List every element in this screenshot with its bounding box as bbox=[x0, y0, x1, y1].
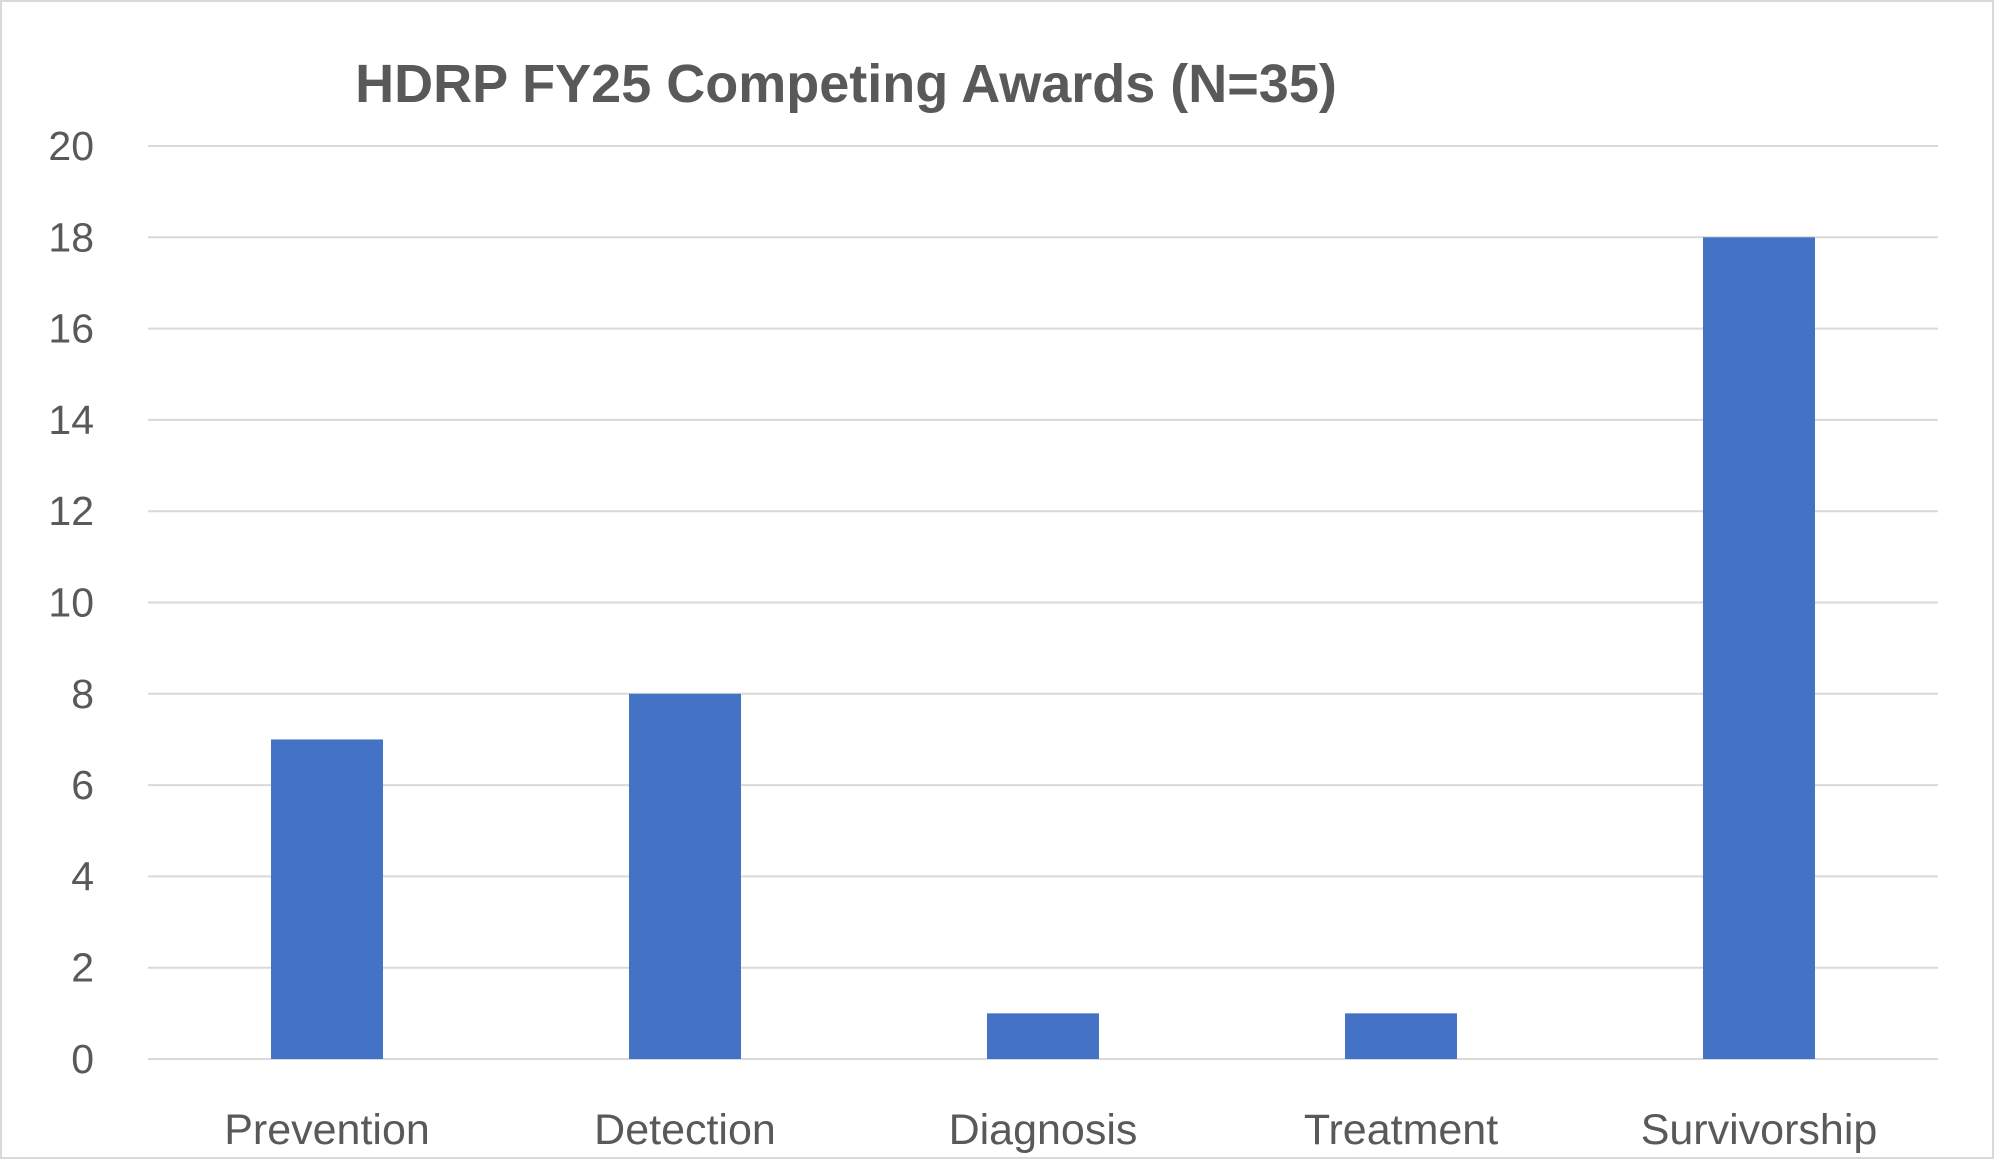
y-tick-label: 4 bbox=[71, 853, 94, 899]
bar-detection bbox=[629, 693, 741, 1059]
bar-diagnosis bbox=[987, 1013, 1099, 1059]
y-tick-label: 0 bbox=[71, 1036, 94, 1082]
y-tick-label: 16 bbox=[48, 306, 94, 352]
x-category-label: Diagnosis bbox=[949, 1106, 1138, 1154]
x-category-label: Prevention bbox=[224, 1106, 430, 1154]
y-tick-label: 18 bbox=[48, 214, 94, 260]
x-category-label: Detection bbox=[594, 1106, 776, 1154]
x-category-label: Survivorship bbox=[1641, 1106, 1878, 1154]
y-tick-label: 10 bbox=[48, 580, 94, 626]
y-tick-label: 6 bbox=[71, 762, 94, 808]
y-tick-label: 14 bbox=[48, 397, 94, 443]
y-tick-label: 2 bbox=[71, 945, 94, 991]
bar-prevention bbox=[271, 739, 383, 1059]
y-tick-label: 12 bbox=[48, 488, 94, 534]
y-tick-label: 20 bbox=[48, 123, 94, 169]
bar-survivorship bbox=[1703, 237, 1815, 1060]
bar-treatment bbox=[1345, 1013, 1457, 1059]
x-category-label: Treatment bbox=[1304, 1106, 1498, 1154]
chart-title: HDRP FY25 Competing Awards (N=35) bbox=[355, 54, 1337, 114]
y-tick-label: 8 bbox=[71, 671, 94, 717]
